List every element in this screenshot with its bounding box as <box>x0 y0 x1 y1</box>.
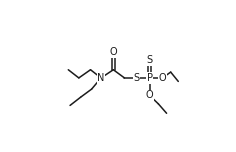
Text: P: P <box>147 73 153 83</box>
Text: N: N <box>97 73 105 83</box>
Text: S: S <box>134 73 140 83</box>
Text: O: O <box>159 73 166 83</box>
Text: S: S <box>147 55 153 65</box>
Text: O: O <box>110 47 117 57</box>
Text: O: O <box>146 90 153 100</box>
